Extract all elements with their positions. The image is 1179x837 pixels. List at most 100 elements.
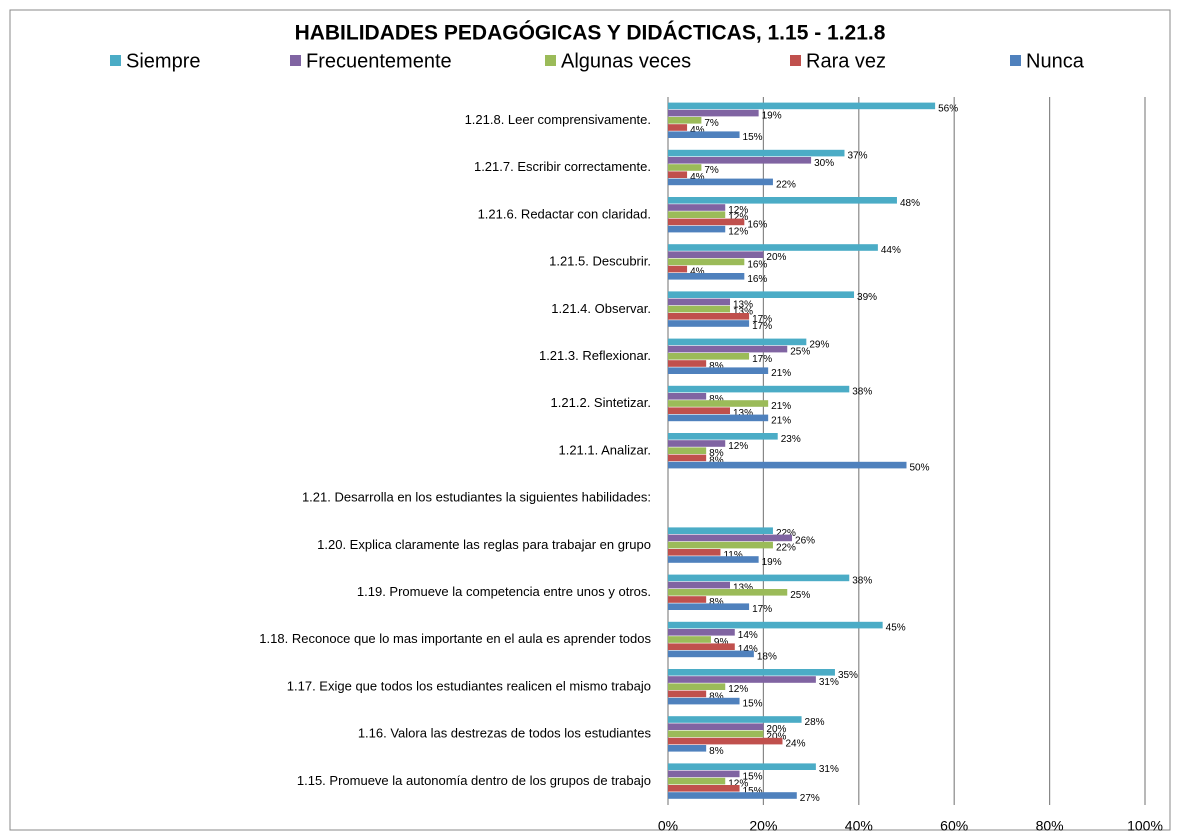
value-label: 4%: [690, 125, 705, 136]
value-label: 8%: [709, 455, 724, 466]
value-label: 21%: [771, 401, 791, 412]
value-label: 29%: [809, 339, 829, 350]
bar: [668, 676, 816, 683]
bar: [668, 414, 769, 422]
bar: [668, 643, 735, 650]
value-label: 19%: [762, 111, 782, 122]
category-label: 1.17. Exige que todos los estudiantes re…: [287, 678, 651, 693]
bar: [668, 589, 788, 596]
value-label: 38%: [852, 387, 872, 398]
bar: [668, 683, 726, 690]
bar: [668, 313, 750, 320]
value-label: 44%: [881, 245, 901, 256]
bar: [668, 534, 793, 542]
value-label: 22%: [776, 543, 796, 554]
chart-frame: [9, 9, 1171, 831]
bar: [668, 258, 745, 266]
bar: [668, 204, 726, 211]
value-label: 22%: [776, 179, 796, 190]
value-label: 25%: [790, 590, 810, 601]
value-label: 18%: [757, 651, 777, 662]
bar: [668, 433, 778, 440]
bar: [668, 251, 764, 258]
bar: [668, 690, 707, 698]
bar: [668, 244, 878, 251]
legend-label: Siempre: [126, 50, 200, 72]
value-label: 17%: [752, 354, 772, 365]
value-label: 28%: [805, 717, 825, 728]
legend-swatch: [290, 55, 301, 66]
value-label: 9%: [714, 637, 729, 648]
bar: [668, 211, 726, 218]
bar: [668, 621, 883, 629]
value-label: 16%: [747, 274, 767, 285]
x-tick-label: 100%: [1127, 818, 1163, 834]
value-label: 4%: [690, 172, 705, 183]
bar: [668, 596, 707, 603]
bar: [668, 763, 816, 770]
bar: [668, 716, 802, 723]
bar: [668, 117, 702, 124]
bar: [668, 298, 731, 306]
value-label: 11%: [723, 550, 742, 561]
value-label: 19%: [762, 557, 782, 568]
bar: [668, 792, 797, 799]
bar: [668, 225, 726, 233]
category-label: 1.21.5. Descubrir.: [549, 254, 651, 269]
legend-swatch: [110, 55, 121, 66]
value-label: 14%: [738, 630, 758, 641]
x-tick-label: 20%: [749, 818, 777, 834]
value-label: 12%: [728, 212, 748, 223]
value-label: 8%: [709, 361, 724, 372]
legend-swatch: [1010, 55, 1021, 66]
category-label: 1.21.3. Reflexionar.: [539, 348, 651, 363]
bar: [668, 149, 845, 157]
value-label: 39%: [857, 292, 877, 303]
category-label: 1.20. Explica claramente las reglas para…: [317, 537, 651, 552]
bar: [668, 171, 688, 178]
value-label: 8%: [709, 691, 724, 702]
value-label: 7%: [704, 165, 719, 176]
value-label: 16%: [747, 259, 767, 270]
value-label: 25%: [790, 347, 810, 358]
bar: [668, 320, 750, 327]
value-label: 50%: [910, 463, 930, 474]
x-tick-label: 80%: [1036, 818, 1064, 834]
value-label: 35%: [838, 670, 858, 681]
value-label: 45%: [886, 623, 906, 634]
category-label: 1.21.4. Observar.: [551, 301, 651, 316]
value-label: 37%: [847, 151, 867, 162]
value-label: 20%: [766, 724, 786, 735]
value-label: 48%: [900, 198, 920, 209]
value-label: 4%: [690, 267, 705, 278]
value-label: 23%: [781, 434, 801, 445]
value-label: 21%: [771, 415, 791, 426]
value-label: 15%: [743, 786, 763, 797]
bar: [668, 581, 731, 589]
value-label: 13%: [733, 408, 753, 419]
value-label: 12%: [728, 441, 748, 452]
value-label: 12%: [728, 779, 748, 790]
category-label: 1.16. Valora las destrezas de todos los …: [358, 726, 652, 741]
bar: [668, 102, 936, 110]
bar: [668, 541, 773, 549]
bar: [668, 360, 707, 367]
bar: [668, 109, 759, 117]
bar: [668, 367, 769, 374]
bar: [668, 527, 773, 534]
value-label: 31%: [819, 764, 839, 775]
bar: [668, 407, 731, 414]
value-label: 14%: [738, 644, 758, 655]
value-label: 30%: [814, 158, 834, 169]
bar: [668, 178, 773, 186]
category-label: 1.19. Promueve la competencia entre unos…: [357, 584, 651, 599]
value-label: 16%: [747, 219, 767, 230]
bar: [668, 400, 769, 407]
legend-label: Rara vez: [806, 50, 886, 72]
bar: [668, 723, 764, 730]
value-label: 8%: [709, 597, 724, 608]
value-label: 12%: [728, 684, 748, 695]
bar: [668, 385, 850, 393]
bar: [668, 338, 807, 346]
